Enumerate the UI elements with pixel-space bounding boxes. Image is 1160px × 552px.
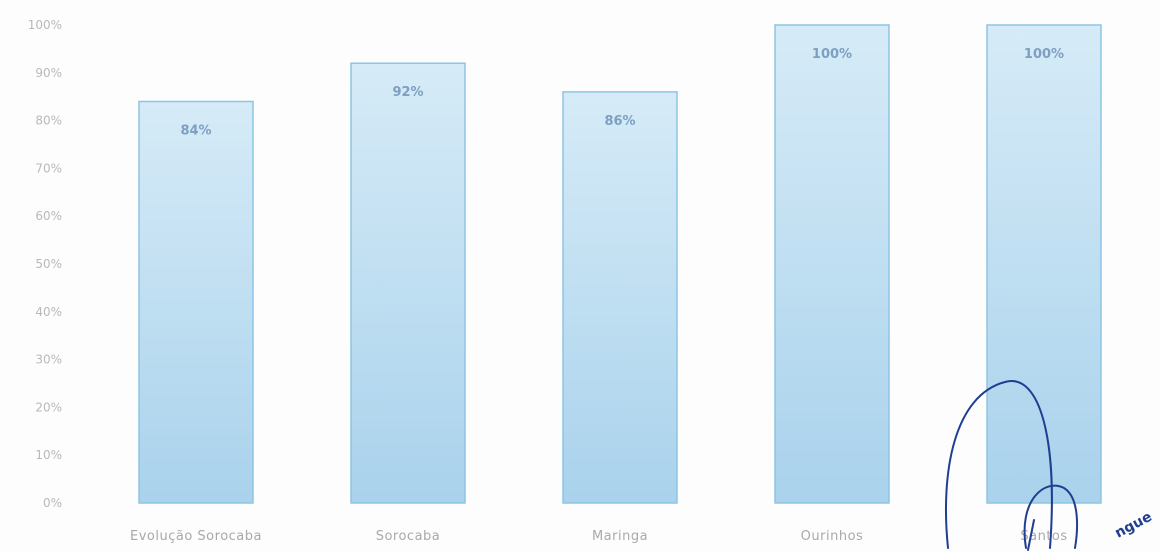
x-category-label: Evolução Sorocaba: [130, 529, 262, 544]
bar-data-label: 92%: [392, 85, 423, 100]
y-tick-label: 90%: [35, 66, 62, 80]
y-tick-label: 50%: [35, 257, 62, 271]
bar-data-label: 86%: [604, 114, 635, 129]
x-category-label: Sorocaba: [376, 529, 441, 544]
signature-text: ngue: [1112, 509, 1154, 542]
bar-data-label: 100%: [812, 47, 852, 62]
data-labels: 84% 92% 86% 100% 100%: [180, 47, 1064, 138]
bar-data-label: 84%: [180, 123, 211, 138]
bar: [138, 100, 254, 504]
bar: [774, 24, 890, 504]
x-category-label: Maringa: [592, 529, 648, 544]
y-tick-label: 20%: [35, 400, 62, 414]
y-tick-label: 100%: [28, 18, 62, 32]
y-tick-label: 30%: [35, 353, 62, 367]
bar-data-label: 100%: [1024, 47, 1064, 62]
bar: [562, 91, 678, 504]
bar: [986, 24, 1102, 504]
y-tick-label: 40%: [35, 305, 62, 319]
x-category-label: Ourinhos: [801, 529, 864, 544]
bars: [138, 24, 1102, 504]
y-tick-label: 10%: [35, 448, 62, 462]
y-tick-label: 80%: [35, 114, 62, 128]
y-tick-label: 0%: [43, 496, 62, 510]
bar: [350, 62, 466, 504]
x-category-label: Santos: [1020, 529, 1067, 544]
x-axis: Evolução Sorocaba Sorocaba Maringa Ourinhos…: [130, 529, 1067, 544]
y-tick-label: 60%: [35, 209, 62, 223]
y-axis: 0% 10% 20% 30% 40% 50% 60% 70% 80% 90% 100%: [28, 18, 62, 510]
y-tick-label: 70%: [35, 161, 62, 175]
